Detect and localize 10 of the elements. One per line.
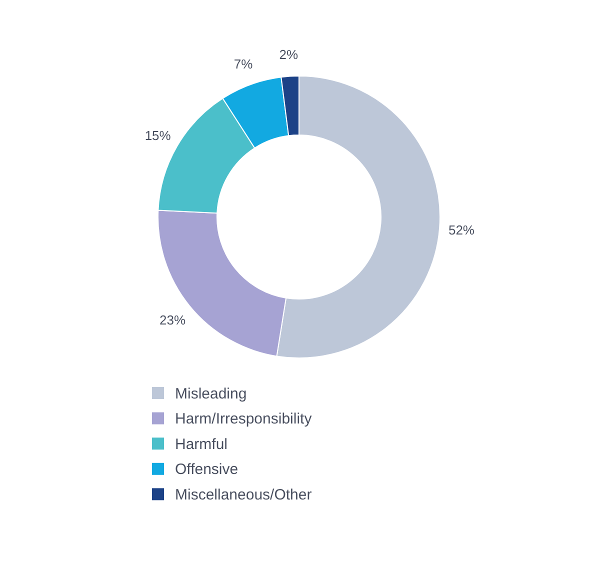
legend-label: Miscellaneous/Other (175, 486, 312, 504)
legend-label: Harmful (175, 436, 228, 453)
data-label: 52% (448, 222, 475, 238)
legend-label: Offensive (175, 461, 238, 478)
data-label: 7% (234, 56, 254, 72)
legend-label: Misleading (175, 385, 247, 402)
legend-label: Harm/Irresponsibility (175, 410, 312, 428)
data-label: 2% (279, 46, 298, 62)
data-label: 15% (144, 128, 172, 144)
data-label: 23% (159, 312, 186, 328)
